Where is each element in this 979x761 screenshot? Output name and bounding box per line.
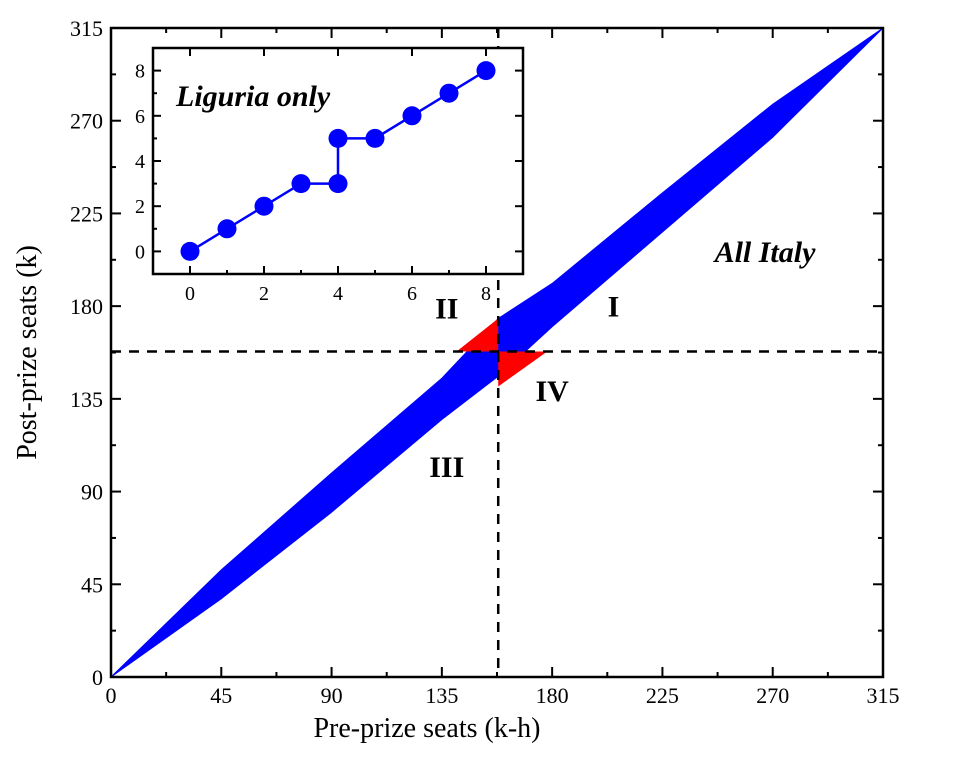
inset-plot: 0 2 4 6 8 0 2 4 6 8 Liguria only bbox=[135, 46, 525, 305]
y-tick-label: 270 bbox=[70, 109, 103, 134]
highlight-region-2 bbox=[498, 351, 548, 387]
x-tick-label: 225 bbox=[646, 683, 679, 708]
y-tick-label: 135 bbox=[70, 387, 103, 412]
annotation-all-italy: All Italy bbox=[713, 236, 817, 269]
y-tick-label: 45 bbox=[81, 572, 103, 597]
inset-x-tick-label: 4 bbox=[333, 283, 343, 305]
inset-data-point bbox=[291, 174, 311, 194]
inset-y-tick-label: 2 bbox=[135, 196, 145, 218]
y-tick-label: 90 bbox=[81, 480, 103, 505]
inset-data-point bbox=[328, 128, 348, 148]
y-tick-label: 180 bbox=[70, 294, 103, 319]
inset-data-point bbox=[328, 174, 348, 194]
x-tick-label: 45 bbox=[210, 683, 232, 708]
inset-data-point bbox=[476, 61, 496, 81]
region-label-i: I bbox=[608, 290, 620, 323]
inset-line bbox=[189, 69, 487, 253]
inset-data-point bbox=[439, 83, 459, 103]
y-tick-label: 0 bbox=[92, 665, 103, 690]
x-tick-label: 315 bbox=[867, 683, 900, 708]
inset-data-point bbox=[217, 219, 237, 239]
y-tick-label: 225 bbox=[70, 201, 103, 226]
x-tick-label: 0 bbox=[106, 683, 117, 708]
highlight-region-1 bbox=[456, 318, 499, 352]
inset-y-tick-label: 8 bbox=[135, 61, 145, 83]
inset-title: Liguria only bbox=[175, 80, 331, 113]
region-label-iv: IV bbox=[535, 375, 569, 408]
main-plot: 0 45 90 135 180 225 270 315 0 45 90 135 180 225 270 315… bbox=[12, 16, 900, 744]
inset-x-tick-label: 8 bbox=[481, 283, 491, 305]
inset-x-tick-label: 0 bbox=[185, 283, 195, 305]
y-tick-label: 315 bbox=[70, 16, 103, 41]
inset-data-point bbox=[254, 196, 274, 216]
x-tick-label: 135 bbox=[425, 683, 458, 708]
x-tick-label: 180 bbox=[536, 683, 569, 708]
inset-x-tick-label: 6 bbox=[407, 283, 417, 305]
inset-y-tick-label: 6 bbox=[135, 106, 145, 128]
x-axis-label: Pre-prize seats (k-h) bbox=[313, 713, 540, 744]
inset-data-point bbox=[402, 106, 422, 126]
inset-data-point bbox=[365, 128, 385, 148]
region-label-ii: II bbox=[435, 293, 458, 326]
inset-data-point bbox=[180, 241, 200, 261]
x-tick-label: 270 bbox=[756, 683, 789, 708]
inset-y-tick-label: 4 bbox=[135, 151, 145, 173]
inset-x-tick-label: 2 bbox=[259, 283, 269, 305]
inset-y-tick-label: 0 bbox=[135, 241, 145, 263]
x-tick-label: 90 bbox=[321, 683, 343, 708]
region-label-iii: III bbox=[429, 451, 464, 484]
y-axis-label: Post-prize seats (k) bbox=[12, 245, 43, 460]
